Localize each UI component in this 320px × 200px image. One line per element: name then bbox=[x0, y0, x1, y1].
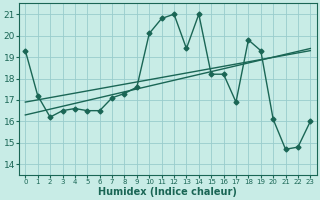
X-axis label: Humidex (Indice chaleur): Humidex (Indice chaleur) bbox=[98, 187, 237, 197]
